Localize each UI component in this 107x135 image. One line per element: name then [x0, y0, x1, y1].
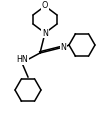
Text: N: N	[60, 43, 66, 53]
Text: N: N	[42, 28, 48, 38]
Text: O: O	[42, 1, 48, 11]
Text: HN: HN	[16, 55, 28, 65]
